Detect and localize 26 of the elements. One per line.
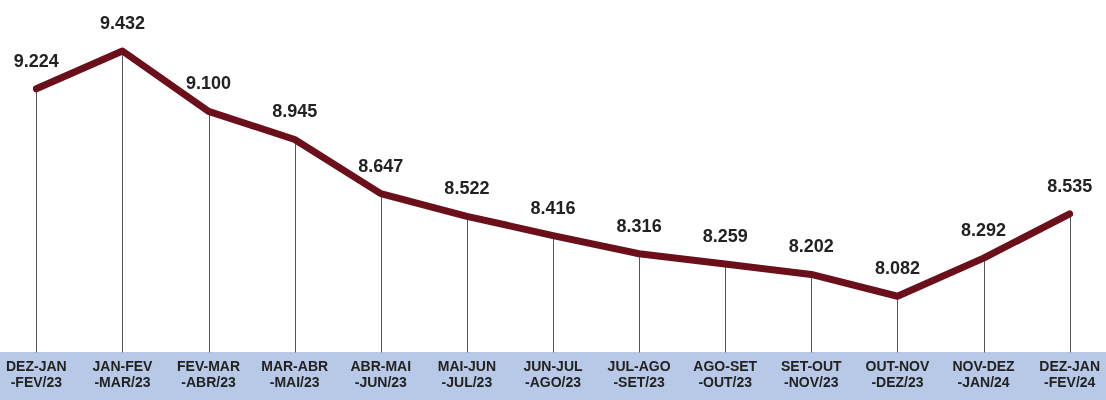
x-tick-label: MAI-JUN -JUL/23 bbox=[437, 357, 497, 391]
x-tick-label: ABR-MAI -JUN/23 bbox=[350, 357, 412, 391]
data-label: 8.945 bbox=[272, 101, 318, 122]
data-label: 8.647 bbox=[358, 155, 404, 176]
data-label: 9.432 bbox=[99, 12, 145, 33]
data-label: 8.259 bbox=[702, 226, 748, 247]
x-tick-label: JAN-FEV -MAR/23 bbox=[92, 357, 154, 391]
x-tick-label: AGO-SET -OUT/23 bbox=[693, 357, 758, 391]
x-tick-label: OUT-NOV -DEZ/23 bbox=[865, 357, 930, 391]
x-tick-label: SET-OUT -NOV/23 bbox=[781, 357, 843, 391]
data-label: 8.316 bbox=[616, 215, 662, 236]
data-label: 8.202 bbox=[788, 236, 834, 257]
x-tick-label: MAR-ABR -MAI/23 bbox=[261, 357, 329, 391]
data-label: 8.522 bbox=[444, 178, 490, 199]
data-label: 9.100 bbox=[186, 73, 232, 94]
data-label: 8.292 bbox=[961, 220, 1007, 241]
x-tick-label: JUL-AGO -SET/23 bbox=[607, 357, 671, 391]
x-tick-label: DEZ-JAN -FEV/24 bbox=[1039, 357, 1100, 391]
x-tick-label: NOV-DEZ -JAN/24 bbox=[952, 357, 1016, 391]
data-label: 8.082 bbox=[874, 258, 920, 279]
data-label: 8.416 bbox=[530, 197, 576, 218]
x-tick-label: JUN-JUL -AGO/23 bbox=[523, 357, 583, 391]
x-tick-label: DEZ-JAN -FEV/23 bbox=[6, 357, 67, 391]
x-tick-label: FEV-MAR -ABR/23 bbox=[177, 357, 241, 391]
data-label: 9.224 bbox=[13, 50, 59, 71]
data-label: 8.535 bbox=[1047, 175, 1093, 196]
